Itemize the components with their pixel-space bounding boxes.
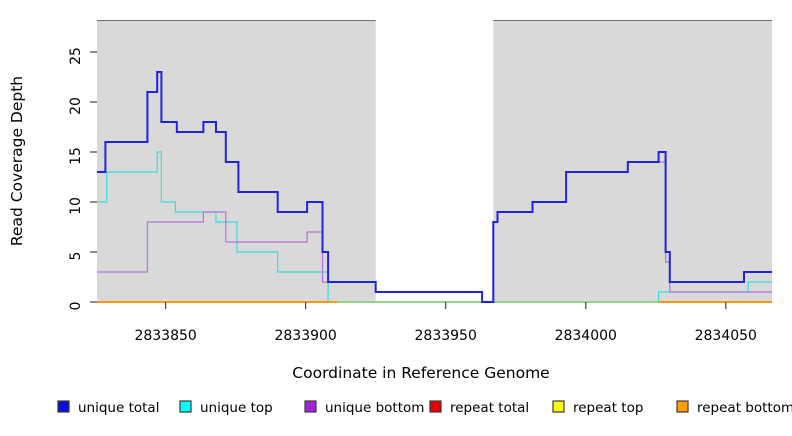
legend-label-unique-total: unique total	[78, 400, 159, 416]
y-tick-label: 10	[68, 197, 84, 215]
legend-swatch-repeat-top	[552, 400, 565, 413]
x-axis-title: Coordinate in Reference Genome	[292, 364, 549, 382]
legend-label-repeat-bottom: repeat bottom	[697, 400, 792, 416]
x-tick-label: 2834050	[695, 328, 757, 344]
x-tick-label: 2833900	[274, 328, 336, 344]
legend-swatch-unique-bottom	[304, 400, 317, 413]
y-tick-label: 5	[68, 252, 84, 261]
series-lines-layer	[97, 71, 772, 303]
legend-label-unique-bottom: unique bottom	[325, 400, 424, 416]
x-tick-label: 2833850	[134, 328, 196, 344]
y-tick-label: 25	[68, 47, 84, 65]
x-tick-label: 2833950	[415, 328, 477, 344]
y-axis-title: Read Coverage Depth	[8, 76, 26, 246]
x-tick-label: 2834000	[555, 328, 617, 344]
legend-label-repeat-top: repeat top	[573, 400, 643, 416]
legend-swatch-unique-total	[57, 400, 70, 413]
legend-swatch-repeat-total	[429, 400, 442, 413]
y-tick-label: 15	[68, 147, 84, 165]
y-tick-label: 20	[68, 97, 84, 115]
legend-label-repeat-total: repeat total	[450, 400, 529, 416]
legend: unique total unique top unique bottom repea…	[57, 400, 792, 416]
legend-swatch-repeat-bottom	[676, 400, 689, 413]
legend-label-unique-top: unique top	[200, 400, 273, 416]
axes-layer: 2833850 2833900 2833950 2834000 2834050 0 5 10 1…	[68, 47, 757, 344]
legend-swatch-unique-top	[179, 400, 192, 413]
series-line-unique-top	[97, 151, 772, 303]
series-line-unique-total	[97, 71, 772, 303]
y-tick-label: 0	[68, 302, 84, 311]
